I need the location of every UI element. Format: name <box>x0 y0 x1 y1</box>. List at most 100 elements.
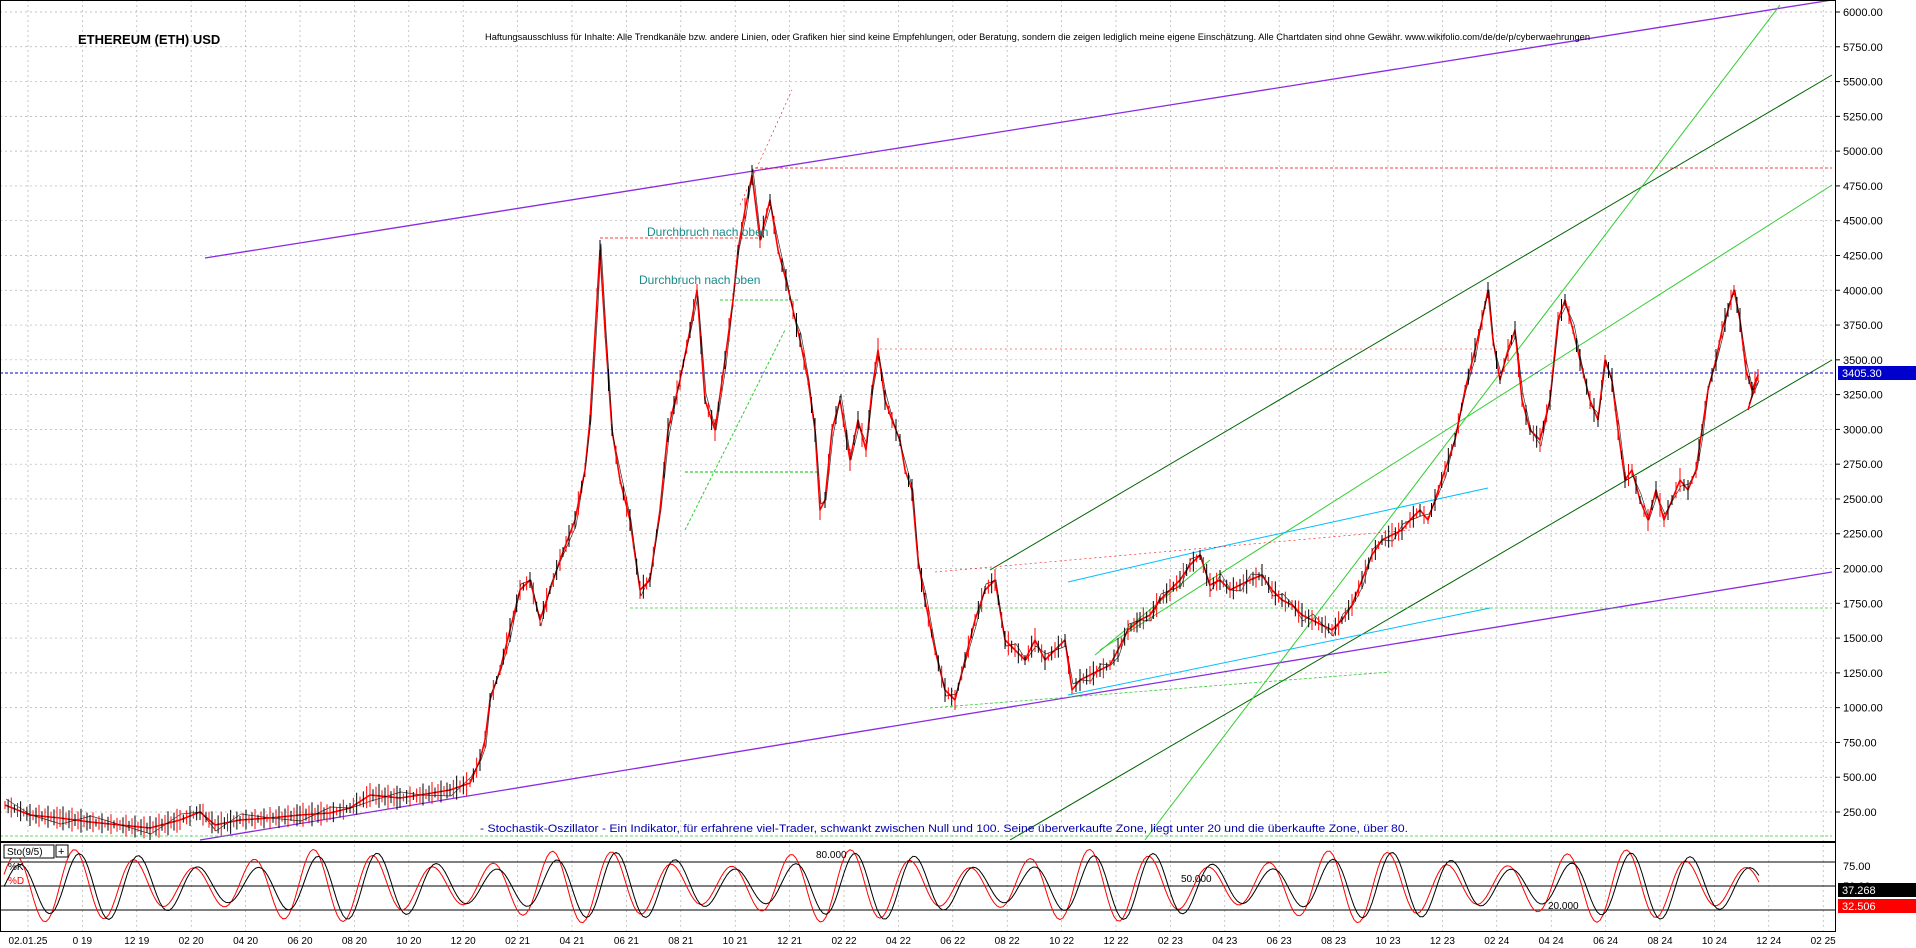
y-tick-label: 6000.00 <box>1843 7 1883 19</box>
dark-green-upper-line <box>989 74 1833 571</box>
last-price-tag <box>1838 366 1916 380</box>
x-tick-label: 10 24 <box>1702 936 1727 947</box>
x-tick-label: 04 23 <box>1212 936 1237 947</box>
x-tick-label: 02 22 <box>831 936 856 947</box>
dark-green-lower-line <box>1009 359 1833 841</box>
x-tick-label: 12 20 <box>451 936 476 947</box>
breakout-annotation-2: Durchbruch nach oben <box>639 273 760 287</box>
x-tick-label: 08 24 <box>1647 936 1672 947</box>
x-tick-label: 08 23 <box>1321 936 1346 947</box>
trendline-layer <box>0 0 1836 841</box>
level-20-label: 20.000 <box>1548 901 1579 912</box>
x-tick-label: 02.01.25 <box>9 936 48 947</box>
level-50-label: 50.000 <box>1181 874 1212 885</box>
light-green-line-3 <box>1094 559 1211 656</box>
axis-layer: 02.01.25 0 19 12 19 02 20 04 20 06 20 08 20 10 … <box>9 7 1883 947</box>
cyan-line-3 <box>1067 607 1491 696</box>
y-tick-label: 500.00 <box>1843 772 1877 784</box>
plus-icon: + <box>58 846 64 858</box>
breakout-diagonal <box>684 329 786 531</box>
stoch-d-line <box>3 851 1760 920</box>
disclaimer-text: Haftungsausschluss für Inhalte: Alle Tre… <box>485 32 1590 42</box>
y-tick-label: 2750.00 <box>1843 459 1883 471</box>
lower-green-dashed <box>929 671 1391 709</box>
cyan-line-1 <box>1067 549 1206 583</box>
oscillator-panel-frame <box>0 842 1836 932</box>
channel-upper-line <box>204 0 1833 259</box>
oscillator-layer <box>0 848 1835 924</box>
k-value-tag <box>1838 883 1916 897</box>
grid-layer <box>0 0 1835 932</box>
y-tick-label: 5250.00 <box>1843 111 1883 123</box>
y-tick-label: 4750.00 <box>1843 181 1883 193</box>
k-value-label: 37.268 <box>1842 885 1876 897</box>
x-tick-label: 02 21 <box>505 936 530 947</box>
oscillator-name: Sto(9/5) <box>7 847 43 858</box>
y-tick-label: 2500.00 <box>1843 494 1883 506</box>
level-80-label: 80.000 <box>816 850 847 861</box>
y-tick-label: 1250.00 <box>1843 668 1883 680</box>
x-tick-label: 06 24 <box>1593 936 1618 947</box>
y-tick-label: 250.00 <box>1843 807 1877 819</box>
x-tick-label: 04 20 <box>233 936 258 947</box>
x-tick-label: 10 22 <box>1049 936 1074 947</box>
y-tick-label: 4250.00 <box>1843 250 1883 262</box>
price-panel-frame <box>0 0 1836 842</box>
y-tick-label: 1750.00 <box>1843 598 1883 610</box>
x-tick-label: 12 21 <box>777 936 802 947</box>
x-tick-label: 08 20 <box>342 936 367 947</box>
x-tick-label: 10 21 <box>723 936 748 947</box>
x-tick-label: 08 22 <box>995 936 1020 947</box>
y-tick-label: 4000.00 <box>1843 285 1883 297</box>
d-value-label: 32.506 <box>1842 901 1876 913</box>
k-label: %K <box>8 862 24 873</box>
chart-title: ETHEREUM (ETH) USD <box>78 32 220 47</box>
x-tick-label: 04 22 <box>886 936 911 947</box>
oscillator-description: - Stochastik-Oszillator - Ein Indikator,… <box>480 823 1408 835</box>
x-tick-label: 06 20 <box>287 936 312 947</box>
y-tick-label: 3000.00 <box>1843 424 1883 436</box>
x-tick-label: 02 20 <box>179 936 204 947</box>
x-tick-label: 12 23 <box>1430 936 1455 947</box>
y-tick-label: 3750.00 <box>1843 320 1883 332</box>
x-tick-label: 04 24 <box>1539 936 1564 947</box>
x-tick-label: 12 19 <box>124 936 149 947</box>
light-green-line-2 <box>1099 184 1833 651</box>
y-tick-label: 3500.00 <box>1843 355 1883 367</box>
breakout-annotation-1: Durchbruch nach oben <box>647 225 768 239</box>
x-tick-label: 10 23 <box>1375 936 1400 947</box>
x-tick-label: 06 23 <box>1267 936 1292 947</box>
osc-y-tick-label: 75.00 <box>1843 861 1871 873</box>
x-tick-label: 02 24 <box>1484 936 1509 947</box>
y-tick-label: 750.00 <box>1843 737 1877 749</box>
x-tick-label: 06 22 <box>940 936 965 947</box>
y-tick-label: 5750.00 <box>1843 42 1883 54</box>
x-tick-label: 12 24 <box>1756 936 1781 947</box>
y-tick-label: 3250.00 <box>1843 390 1883 402</box>
y-tick-label: 5500.00 <box>1843 77 1883 89</box>
x-tick-label: 02 25 <box>1811 936 1836 947</box>
oscillator-expand-icon[interactable] <box>55 844 69 858</box>
x-tick-label: 08 21 <box>668 936 693 947</box>
y-tick-label: 2250.00 <box>1843 529 1883 541</box>
x-tick-label: 04 21 <box>559 936 584 947</box>
y-tick-label: 2000.00 <box>1843 564 1883 576</box>
light-green-line-1 <box>1144 4 1781 841</box>
oscillator-name-box[interactable] <box>3 844 55 859</box>
candle-layer <box>4 165 1760 840</box>
d-value-tag <box>1838 899 1916 913</box>
x-tick-label: 02 23 <box>1158 936 1183 947</box>
x-tick-label: 0 19 <box>73 936 93 947</box>
d-label: %D <box>8 876 24 887</box>
red-diagonal-peak <box>739 89 793 206</box>
y-tick-label: 5000.00 <box>1843 146 1883 158</box>
y-tick-label: 1500.00 <box>1843 633 1883 645</box>
x-tick-label: 12 22 <box>1103 936 1128 947</box>
channel-lower-line <box>199 571 1833 841</box>
cyan-line-2 <box>1204 487 1489 551</box>
y-tick-label: 4500.00 <box>1843 216 1883 228</box>
x-tick-label: 10 20 <box>396 936 421 947</box>
